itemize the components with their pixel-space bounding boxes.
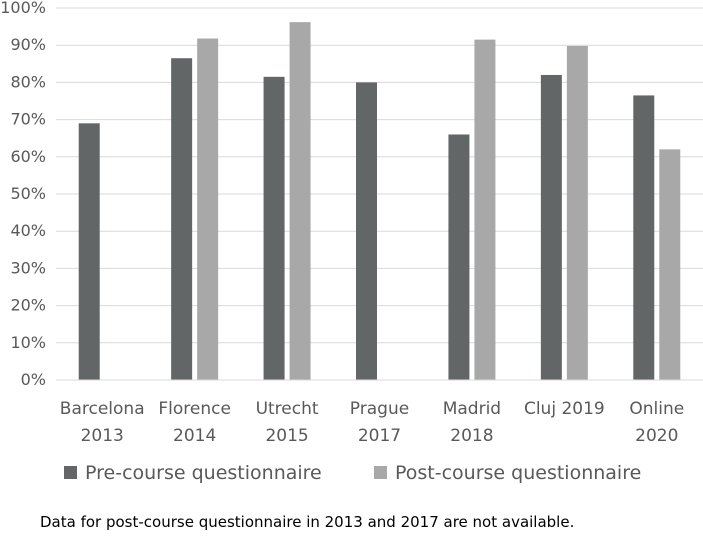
legend-swatch (64, 466, 77, 479)
bars (78, 22, 681, 381)
bar-pre-course (448, 134, 470, 380)
y-tick-label: 80% (10, 72, 46, 91)
x-tick-label: Florence (158, 399, 231, 419)
footnote: Data for post-course questionnaire in 20… (40, 513, 575, 531)
bar-post-course (474, 39, 496, 381)
x-tick-label: Utrecht (256, 399, 319, 419)
x-tick-label: 2020 (635, 426, 678, 446)
x-axis: Barcelona 2013 Florence 2014 Utrecht 2015 Prag… (56, 379, 703, 446)
y-tick-label: 50% (10, 184, 46, 203)
y-tick-label: 20% (10, 296, 46, 315)
y-tick-label: 30% (10, 258, 46, 277)
y-axis: 0% 10% 20% 30% 40% 50% 60% 70% 80% 90% 100% (0, 0, 46, 389)
x-tick-label: Barcelona (60, 399, 145, 419)
x-tick-label: Online (629, 399, 684, 419)
x-tick-label: 2018 (450, 426, 493, 446)
legend-label: Pre-course questionnaire (85, 462, 322, 484)
x-tick-label: 2017 (358, 426, 401, 446)
legend-swatch (374, 466, 387, 479)
bar-post-course (289, 22, 311, 381)
x-tick-label: 2013 (81, 426, 124, 446)
bar-pre-course (356, 82, 377, 381)
y-tick-label: 90% (10, 35, 46, 54)
bar-chart: 0% 10% 20% 30% 40% 50% 60% 70% 80% 90% 100% Barcel… (0, 0, 703, 484)
bar-post-course (197, 38, 219, 381)
bar-pre-course (171, 58, 193, 380)
bar-pre-course (633, 95, 655, 381)
bar-post-course (566, 45, 588, 380)
y-tick-label: 40% (10, 221, 46, 240)
bar-pre-course (263, 76, 285, 380)
y-tick-label: 0% (21, 370, 46, 389)
x-tick-label: Cluj 2019 (524, 399, 605, 419)
x-tick-label: Prague (350, 399, 409, 419)
legend-label: Post-course questionnaire (395, 462, 641, 484)
x-tick-label: 2015 (265, 426, 308, 446)
y-tick-label: 60% (10, 147, 46, 166)
x-tick-label: 2014 (173, 426, 216, 446)
y-tick-label: 70% (10, 110, 46, 129)
y-tick-label: 100% (0, 0, 46, 17)
bar-post-course (659, 149, 681, 380)
x-tick-label: Madrid (443, 399, 501, 419)
gridlines (56, 7, 703, 381)
bar-pre-course (540, 74, 562, 381)
bar-pre-course (78, 123, 100, 380)
legend: Pre-course questionnaire Post-course ques… (64, 462, 641, 484)
y-tick-label: 10% (10, 333, 46, 352)
